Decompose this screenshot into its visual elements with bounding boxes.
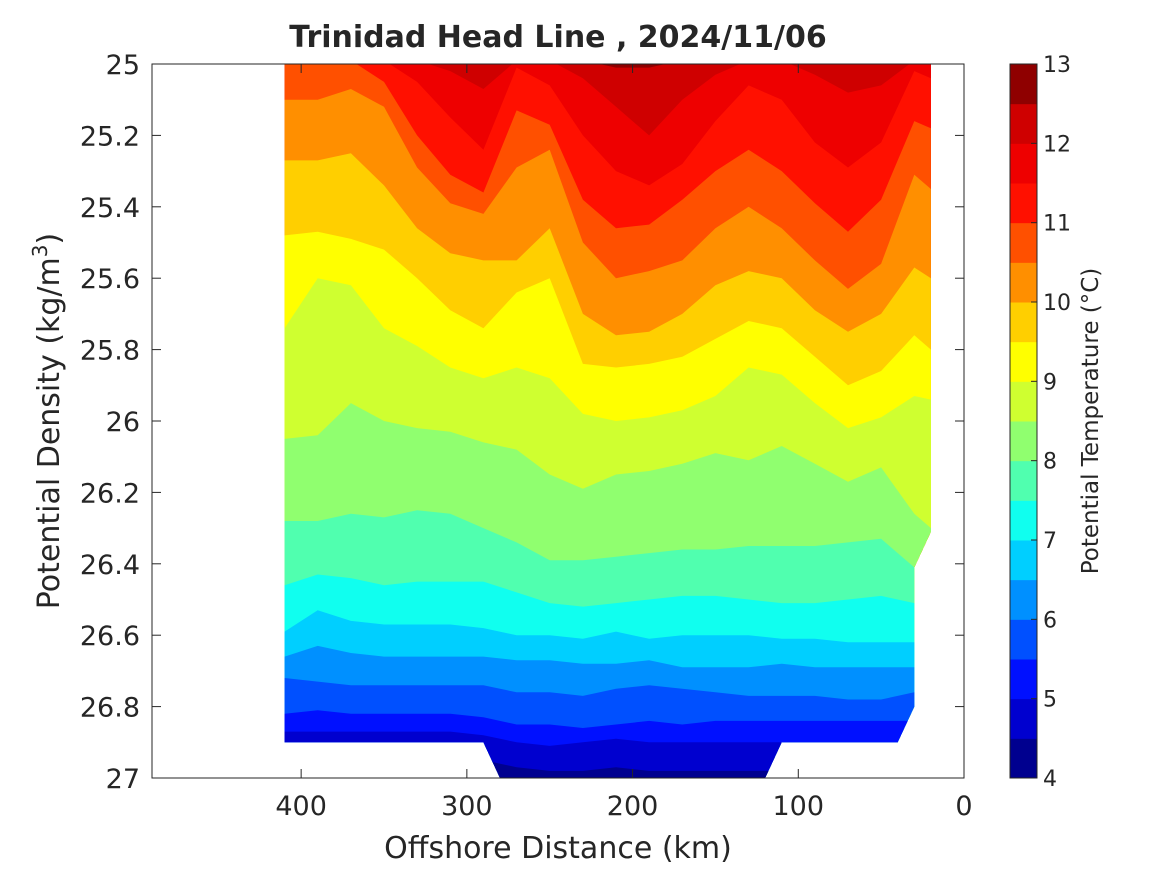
colorbar-tick-label: 4 — [1043, 767, 1057, 792]
colorbar-segment — [1010, 143, 1037, 184]
colorbar-tick-label: 13 — [1043, 53, 1071, 78]
x-tick-label: 200 — [607, 791, 659, 822]
colorbar-segment — [1010, 421, 1037, 462]
y-tick-label: 26.4 — [80, 550, 140, 581]
y-tick-label: 25 — [106, 50, 140, 81]
colorbar-tick-label: 8 — [1043, 450, 1057, 475]
colorbar-tick-label: 10 — [1043, 291, 1071, 316]
colorbar-frame — [1009, 63, 1038, 779]
x-tick-label: 400 — [275, 791, 327, 822]
colorbar-segment — [1010, 659, 1037, 700]
colorbar-tick-label: 5 — [1043, 688, 1057, 713]
colorbar-segment — [1010, 381, 1037, 422]
y-tick-label: 26 — [106, 407, 140, 438]
colorbar-label: Potential Temperature (°C) — [1078, 268, 1104, 575]
colorbar-segment — [1010, 103, 1037, 144]
colorbar-segment — [1010, 460, 1037, 501]
colorbar — [1010, 64, 1037, 779]
colorbar-segment — [1010, 341, 1037, 382]
contour-bands — [284, 64, 931, 778]
y-tick-label: 25.2 — [80, 121, 140, 152]
colorbar-segment — [1010, 579, 1037, 620]
y-tick-label: 25.8 — [80, 336, 140, 367]
colorbar-segment — [1010, 262, 1037, 303]
colorbar-ticks: 13 12 11 10 9 8 7 6 5 4 — [1031, 53, 1071, 792]
colorbar-tick-label: 12 — [1043, 132, 1071, 157]
y-tick-label: 26.8 — [80, 693, 140, 724]
y-axis-label: Potential Density (kg/m3) — [28, 233, 67, 609]
colorbar-tick-label: 11 — [1043, 212, 1071, 237]
y-tick-label: 27 — [106, 764, 140, 795]
colorbar-segment — [1010, 540, 1037, 581]
y-tick-label: 25.4 — [80, 193, 140, 224]
colorbar-segment — [1010, 619, 1037, 660]
colorbar-segment — [1010, 183, 1037, 224]
x-axis: 400 300 200 100 0 — [275, 64, 973, 822]
y-axis: 25 25.2 25.4 25.6 25.8 26 26.2 26.4 26.6 26.8 27 — [80, 50, 964, 795]
colorbar-segment — [1010, 222, 1037, 263]
colorbar-segment — [1010, 302, 1037, 343]
y-tick-label: 26.2 — [80, 478, 140, 509]
y-tick-label: 26.6 — [80, 621, 140, 652]
x-tick-label: 100 — [773, 791, 825, 822]
x-tick-label: 300 — [441, 791, 493, 822]
y-tick-label: 25.6 — [80, 264, 140, 295]
x-tick-label: 0 — [955, 791, 972, 822]
colorbar-segment — [1010, 698, 1037, 739]
colorbar-tick-label: 7 — [1043, 529, 1057, 554]
colorbar-tick-label: 6 — [1043, 608, 1057, 633]
colorbar-segment — [1010, 64, 1037, 105]
x-axis-label: Offshore Distance (km) — [384, 831, 732, 866]
colorbar-segment — [1010, 500, 1037, 541]
chart-title: Trinidad Head Line , 2024/11/06 — [289, 20, 826, 55]
colorbar-segment — [1010, 738, 1037, 779]
colorbar-tick-label: 9 — [1043, 370, 1057, 395]
